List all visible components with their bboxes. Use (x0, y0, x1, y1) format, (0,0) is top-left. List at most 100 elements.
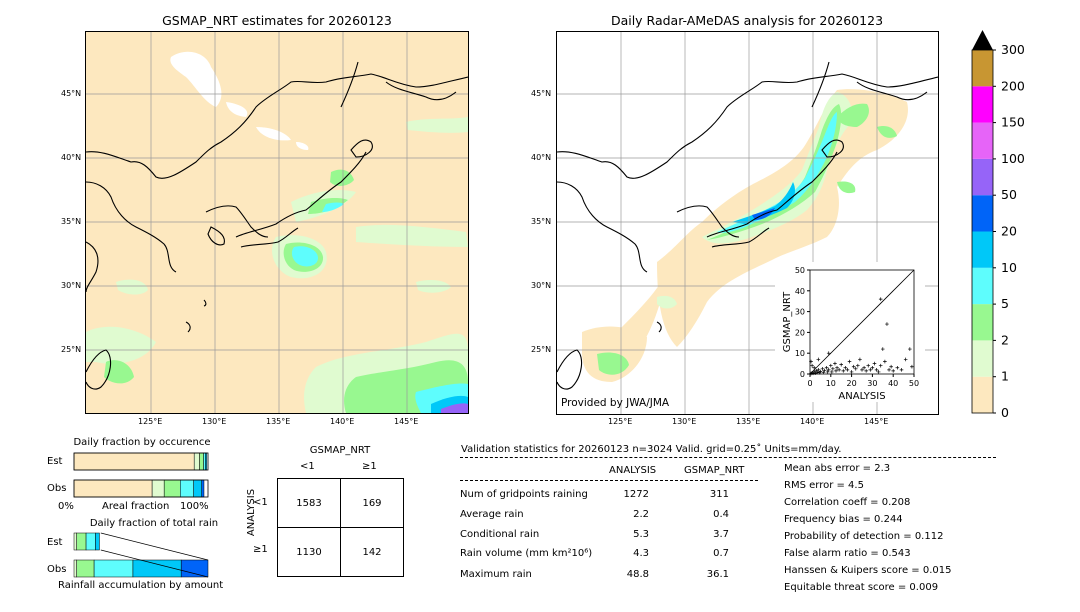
contingency-row-ge1: ≥1 (253, 544, 268, 555)
contingency-col-ge1: ≥1 (362, 461, 377, 472)
score-mae: Mean abs error = 2.3 (784, 463, 891, 474)
scatter-point (812, 365, 816, 370)
scatter-y-tick-label: 20 (795, 328, 805, 337)
stat-analysis-maximum: 48.8 (626, 569, 649, 580)
validation-col-analysis: ANALYSIS (609, 465, 657, 476)
scatter-point (856, 363, 860, 368)
rain-fraction-segment (85, 532, 96, 551)
occurrence-bar-segment (73, 479, 153, 498)
left-lon-135: 135°E (266, 417, 291, 426)
contingency-col-lt1: <1 (300, 461, 315, 472)
score-hk: Hanssen & Kuipers score = 0.015 (784, 565, 952, 576)
rain-fraction-segment (73, 532, 77, 551)
right-lon-130: 130°E (672, 417, 697, 426)
scatter-x-tick-label: 50 (909, 379, 919, 388)
occ-axis-right: 100% (180, 501, 209, 512)
scatter-point (851, 364, 856, 369)
left-lat-30: 30°N (61, 281, 82, 290)
colorbar: 0 1 2 5 10 20 50 100 150 200 300 (965, 28, 1025, 420)
cell-lt1-lt1: 1583 (277, 478, 341, 528)
scatter-y-label: GSMAP_NRT (782, 291, 793, 352)
rain-axis-label: Rainfall accumulation by amount (58, 580, 224, 591)
scatter-point (837, 368, 841, 372)
scatter-point (816, 368, 821, 372)
rain-label-obs: Obs (47, 564, 67, 575)
right-lat-40: 40°N (531, 153, 552, 162)
scatter-point (834, 369, 838, 373)
scatter-y-tick-label: 0 (800, 370, 805, 379)
scatter-point (830, 370, 834, 374)
colorbar-segment (972, 231, 993, 268)
scatter-point (816, 357, 821, 362)
scatter-point (831, 367, 835, 371)
stat-gsmap-conditional: 3.7 (713, 529, 729, 540)
scatter-point (815, 370, 820, 375)
scatter-point (835, 365, 839, 370)
scatter-x-label: ANALYSIS (838, 391, 885, 402)
occurrence-bar-segment (199, 452, 204, 471)
scatter-point (847, 359, 852, 364)
colorbar-segment (972, 50, 993, 87)
stat-analysis-gridpoints: 1272 (623, 489, 649, 500)
left-map-title: GSMAP_NRT estimates for 20260123 (162, 13, 392, 28)
scatter-point (872, 361, 877, 366)
colorbar-tick-label: 20 (1001, 224, 1017, 239)
contingency-row-lt1: <1 (253, 497, 268, 508)
validation-header: Validation statistics for 20260123 n=302… (461, 444, 842, 455)
scatter-point (883, 359, 887, 364)
validation-divider (460, 457, 996, 458)
scatter-point (845, 368, 850, 372)
scatter-point (903, 357, 908, 362)
right-lat-25: 25°N (531, 345, 552, 354)
scatter-point (910, 364, 914, 369)
scatter-point (881, 347, 885, 351)
left-lon-125: 125°E (138, 417, 163, 426)
scatter-point (833, 361, 837, 366)
stat-gsmap-average: 0.4 (713, 509, 729, 520)
occurrence-bar-segment (203, 452, 206, 471)
scatter-point (839, 362, 843, 367)
scatter-point (899, 368, 904, 372)
right-coastlines (557, 61, 938, 390)
occurrence-bars (73, 452, 209, 498)
left-lat-45: 45°N (61, 89, 82, 98)
left-map-canvas (86, 32, 468, 413)
left-lon-140: 140°E (330, 417, 355, 426)
occurrence-bar-frame (73, 479, 209, 498)
right-lon-135: 135°E (736, 417, 761, 426)
colorbar-tick-label: 150 (1001, 115, 1025, 130)
left-map (85, 31, 469, 414)
cell-lt1-ge1: 169 (340, 478, 404, 528)
scatter-point (841, 369, 846, 373)
scatter-point (822, 368, 827, 373)
scatter-point (818, 369, 823, 374)
occurrence-bar-segment (151, 479, 165, 498)
right-lon-140: 140°E (800, 417, 825, 426)
occ-label-est: Est (47, 456, 63, 467)
scatter-point (878, 297, 883, 301)
scatter-point (908, 347, 912, 351)
scatter-point (810, 363, 814, 368)
scatter-point (870, 365, 875, 370)
stat-analysis-conditional: 5.3 (633, 529, 649, 540)
scatter-point (825, 370, 830, 374)
occurrence-bar-segment (193, 479, 202, 498)
scatter-x-tick-label: 0 (807, 379, 812, 388)
scatter-point (868, 368, 873, 372)
score-frequency-bias: Frequency bias = 0.244 (784, 514, 903, 525)
scatter-x-tick-label: 40 (888, 379, 898, 388)
scatter-point (826, 351, 831, 355)
right-lat-45: 45°N (531, 89, 552, 98)
occurrence-bar-segment (193, 452, 200, 471)
colorbar-segment (972, 158, 993, 196)
right-rain-patches (582, 89, 908, 382)
scatter-point (843, 365, 848, 370)
scatter-point (824, 365, 829, 370)
colorbar-segment (972, 340, 993, 377)
colorbar-segment (972, 304, 993, 341)
stat-label-volume: Rain volume (mm km²10⁶) (460, 548, 593, 559)
radar-credit: Provided by JWA/JMA (561, 397, 670, 409)
table-row: 1583 169 (277, 478, 404, 528)
stat-label-average: Average rain (460, 509, 524, 520)
stat-gsmap-maximum: 36.1 (706, 569, 729, 580)
